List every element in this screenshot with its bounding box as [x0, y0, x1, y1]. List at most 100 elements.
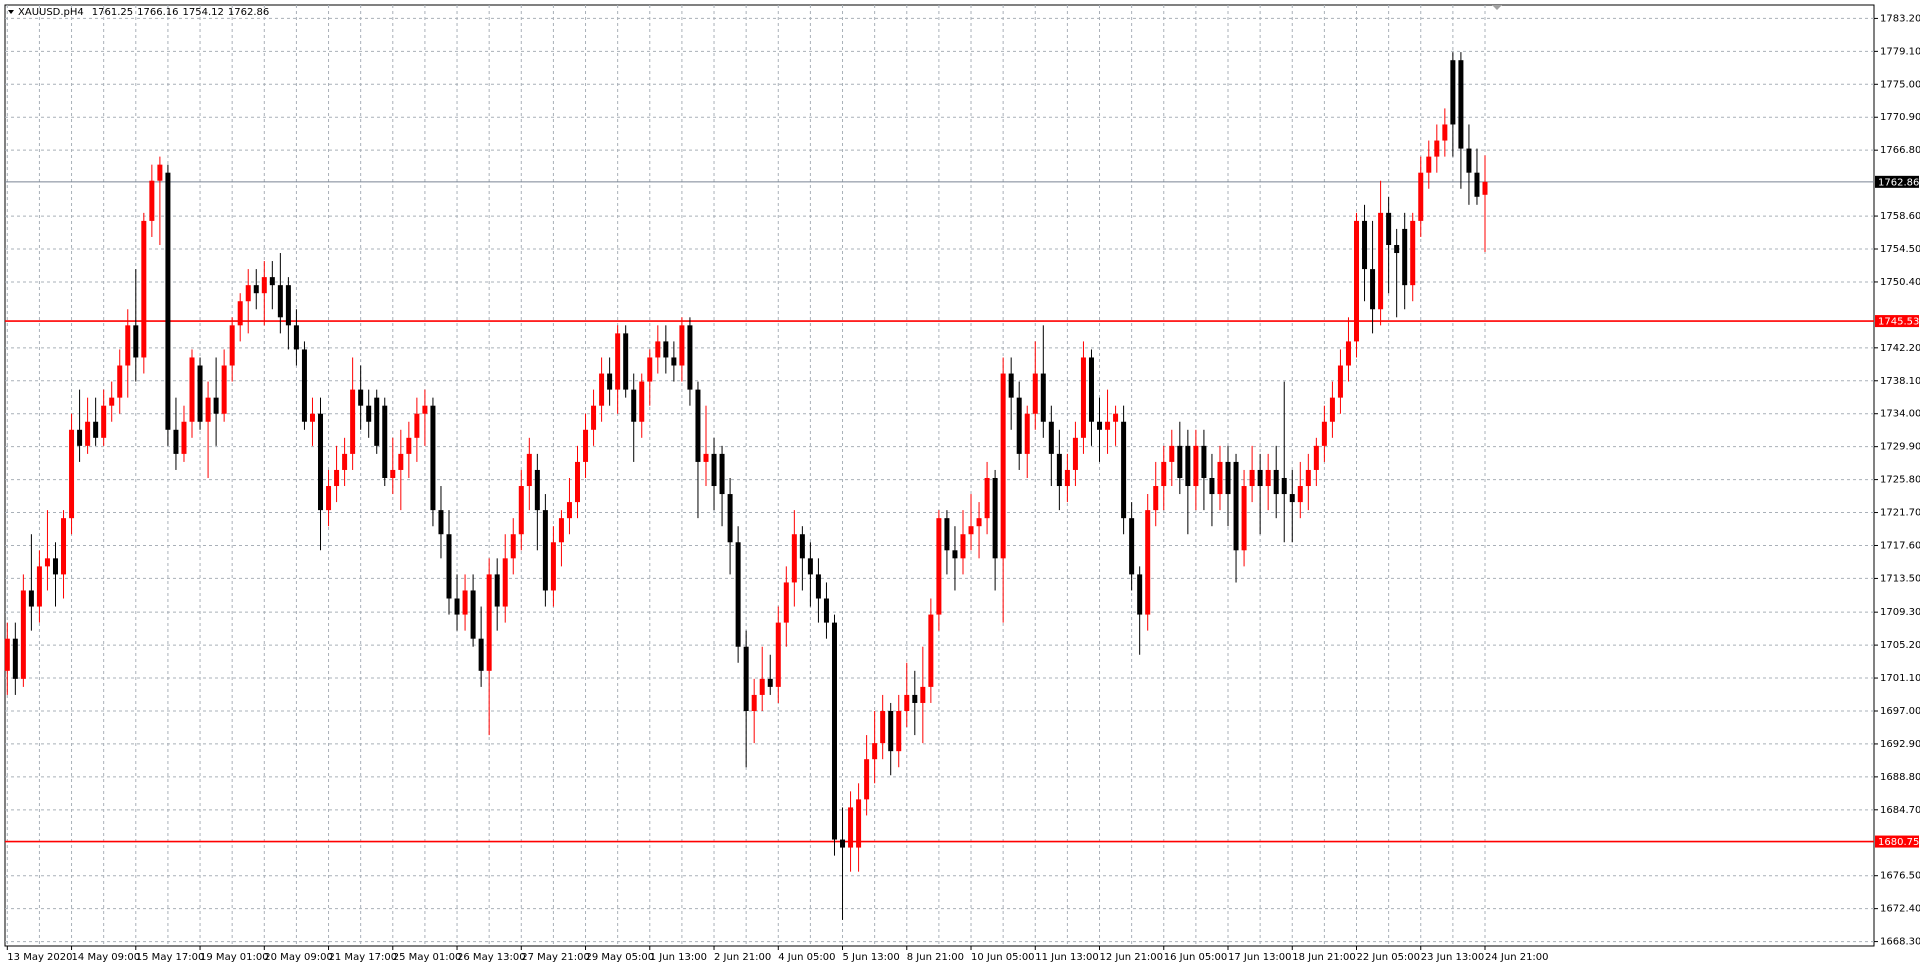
candle-body	[253, 285, 259, 294]
candle-body	[912, 694, 918, 703]
candle-body	[1185, 445, 1191, 487]
candle-body	[599, 373, 605, 406]
x-tick-label: 25 May 01:00	[393, 952, 462, 963]
candle-body	[880, 710, 886, 744]
candle-body	[558, 518, 564, 543]
candle-body	[1064, 469, 1070, 487]
candle-body	[960, 534, 966, 559]
candle-body	[454, 598, 460, 615]
candle-body	[864, 759, 870, 800]
candle-body	[390, 469, 396, 478]
candle-body	[398, 453, 404, 470]
levels	[5, 181, 1874, 843]
candle-body	[607, 373, 613, 390]
candle-body	[36, 566, 42, 607]
candle-body	[1137, 574, 1143, 615]
x-tick-label: 18 Jun 21:00	[1292, 952, 1356, 963]
price-label: 1745.53	[1878, 317, 1919, 328]
candle-body	[4, 638, 10, 671]
candle-body	[366, 405, 372, 422]
candle-body	[615, 333, 621, 390]
candle-body	[213, 397, 219, 414]
candle-body	[759, 678, 765, 695]
candle-body	[1418, 172, 1424, 221]
y-tick-label: 1688.80	[1880, 772, 1920, 783]
y-tick-label: 1692.90	[1880, 739, 1920, 750]
candle-body	[1241, 486, 1247, 551]
candle-body	[1450, 60, 1456, 125]
candle-body	[719, 453, 725, 495]
x-tick-label: 13 May 2020	[7, 952, 72, 963]
y-tick-label: 1734.00	[1880, 409, 1920, 420]
candle-body	[205, 397, 211, 422]
candle-body	[301, 349, 307, 422]
candle-body	[1040, 373, 1046, 422]
candle-body	[1345, 341, 1351, 366]
x-tick-label: 20 May 09:00	[264, 952, 333, 963]
candle-body	[382, 405, 388, 478]
x-tick-label: 14 May 09:00	[72, 952, 141, 963]
shift-marker[interactable]	[1492, 5, 1502, 10]
candle-body	[663, 341, 669, 358]
candle-body	[1088, 357, 1094, 422]
y-tick-label: 1766.80	[1880, 145, 1920, 156]
candle-body	[976, 518, 982, 527]
candle-body	[904, 694, 910, 711]
candle-body	[1161, 461, 1167, 487]
candle-body	[1426, 156, 1432, 173]
candle-body	[1080, 357, 1086, 438]
candle-body	[1024, 413, 1030, 454]
candle-body	[12, 638, 18, 679]
x-tick-label: 21 May 17:00	[329, 952, 398, 963]
candle-body	[1209, 477, 1215, 495]
chart-header: XAUUSD.pH4 1761.25 1766.16 1754.12 1762.86	[18, 7, 269, 18]
x-tick-label: 15 May 17:00	[136, 952, 205, 963]
candles	[4, 52, 1488, 920]
price-label-box	[1875, 315, 1919, 328]
candle-body	[69, 429, 75, 519]
candle-body	[406, 437, 412, 454]
y-tick-label: 1775.00	[1880, 79, 1920, 90]
candle-body	[510, 534, 516, 559]
candle-body	[1169, 445, 1175, 462]
y-tick-label: 1750.40	[1880, 277, 1920, 288]
candle-body	[285, 285, 291, 326]
candle-body	[920, 686, 926, 703]
candle-body	[1273, 469, 1279, 495]
candle-body	[992, 477, 998, 559]
candle-body	[823, 598, 829, 623]
plot-frame	[4, 4, 1875, 947]
candle-body	[44, 558, 50, 567]
candle-body	[743, 646, 749, 711]
y-tick-label: 1713.50	[1880, 573, 1920, 584]
candle-body	[583, 429, 589, 462]
candle-body	[655, 341, 661, 358]
y-tick-label: 1717.60	[1880, 540, 1920, 551]
candle-body	[1048, 421, 1054, 454]
y-tick-label: 1697.00	[1880, 706, 1920, 717]
close-value: 1762.86	[228, 7, 269, 18]
candle-body	[952, 550, 958, 559]
candle-body	[1434, 140, 1440, 157]
candle-body	[1305, 469, 1311, 487]
candle-body	[1201, 445, 1207, 478]
axes: 1783.20 1779.10 1775.00 1770.90 1766.80 1758.…	[6, 13, 1920, 963]
candle-body	[1257, 469, 1263, 487]
candle-body	[245, 285, 251, 302]
candle-body	[1321, 421, 1327, 446]
candle-body	[526, 453, 532, 487]
candle-body	[277, 285, 283, 318]
price-label: 1680.75	[1878, 837, 1919, 848]
candle-body	[1394, 244, 1400, 254]
candle-body	[133, 325, 139, 358]
candle-body	[783, 582, 789, 623]
candle-body	[727, 494, 733, 543]
x-tick-label: 4 Jun 05:00	[778, 952, 835, 963]
candle-body	[1410, 220, 1416, 286]
x-tick-label: 19 May 01:00	[200, 952, 269, 963]
menu-arrow[interactable]	[8, 10, 14, 14]
candle-body	[840, 839, 846, 848]
candle-body	[189, 357, 195, 422]
candle-body	[229, 325, 235, 366]
